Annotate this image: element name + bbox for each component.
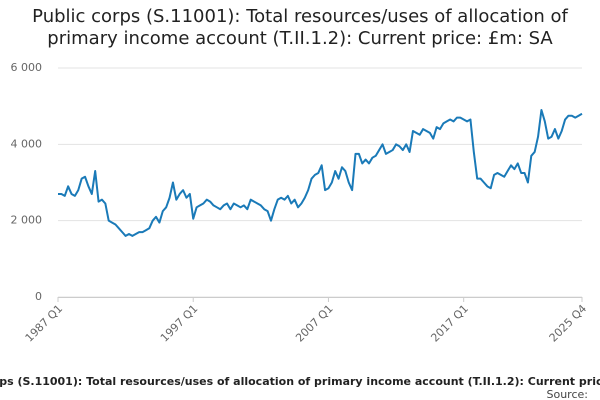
x-tick-label: 1987 Q1	[23, 302, 66, 345]
y-tick-label: 4 000	[11, 137, 43, 150]
y-tick-label: 2 000	[11, 214, 43, 227]
legend-entry: Public corps (S.11001): Total resources/…	[0, 375, 600, 388]
x-tick-label: 2025 Q4	[547, 302, 590, 345]
line-series	[58, 108, 583, 237]
x-tick-label: 2017 Q1	[428, 302, 471, 345]
x-tick-label: 1997 Q1	[158, 302, 201, 345]
chart-title: Public corps (S.11001): Total resources/…	[32, 6, 568, 49]
y-tick-label: 6 000	[11, 61, 43, 74]
x-tick-label: 2007 Q1	[293, 302, 336, 345]
source: Source:	[547, 388, 589, 400]
y-tick-label: 0	[35, 290, 42, 303]
